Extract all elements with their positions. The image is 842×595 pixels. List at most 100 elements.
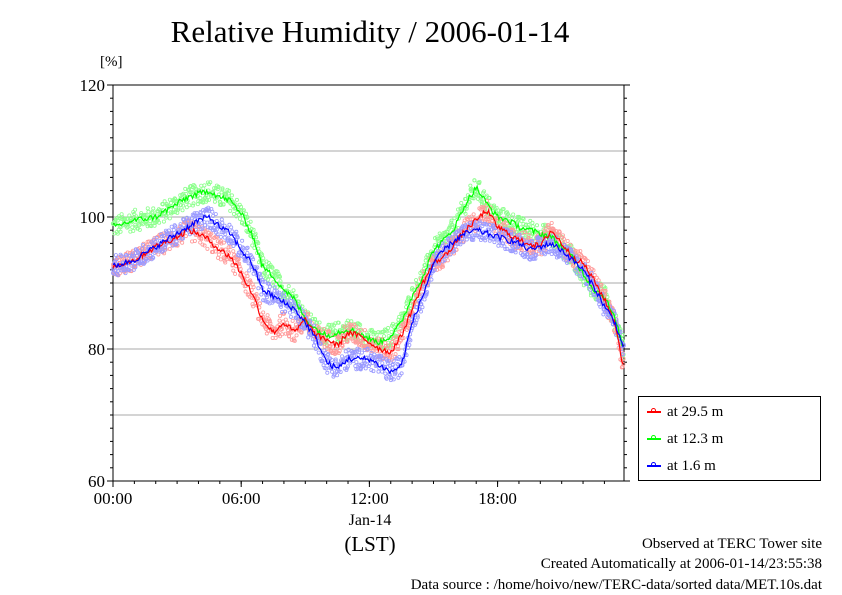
scatter-point [211,189,216,194]
scatter-point [487,196,492,201]
scatter-point [125,225,130,230]
scatter-point [286,284,291,289]
scatter-point [479,199,484,204]
scatter-point [277,292,282,297]
scatter-point [357,347,362,352]
scatter-point [346,347,351,352]
scatter-point [260,252,265,257]
scatter-point [334,350,339,355]
scatter-point [539,250,544,255]
scatter-point [400,311,405,316]
scatter-point [169,224,174,229]
scatter-point [389,329,394,334]
scatter-point [345,318,350,323]
scatter-point [296,319,301,324]
scatter-point [115,269,120,274]
scatter-point [536,235,541,240]
scatter-point [379,343,384,348]
scatter-point [113,253,118,258]
scatter-point [533,256,538,261]
scatter-point [190,185,195,190]
scatter-point [157,220,162,225]
scatter-point [517,232,522,237]
scatter-point [511,212,516,217]
scatter-point [200,220,205,225]
legend-swatch-12-3m [647,435,661,440]
scatter-point [277,274,282,279]
scatter-point [255,265,260,270]
scatter-point [148,250,153,255]
scatter-point [442,257,447,262]
scatter-point [375,361,380,366]
scatter-point [402,359,407,364]
scatter-point [279,302,284,307]
scatter-point [140,222,145,227]
scatter-point [150,255,155,260]
scatter-point [363,366,368,371]
scatter-point [534,252,539,257]
scatter-point [334,369,339,374]
scatter-point [184,205,189,210]
scatter-point [139,211,144,216]
scatter-point [385,343,390,348]
scatter-point [176,206,181,211]
scatter-point [378,353,383,358]
scatter-point [164,215,169,220]
scatter-point [290,292,295,297]
scatter-point [214,227,219,232]
scatter-point [230,263,235,268]
scatter-point [190,203,195,208]
footer-created: Created Automatically at 2006-01-14/23:5… [540,556,822,572]
scatter-point [296,299,301,304]
scatter-point [591,268,596,273]
scatter-point [231,268,236,273]
scatter-point [317,320,322,325]
scatter-point [221,202,226,207]
scatter-point [124,264,129,269]
scatter-point [123,271,128,276]
scatter-point [520,216,525,221]
scatter-point [131,228,136,233]
scatter-point [174,239,179,244]
scatter-point [448,252,453,257]
scatter-point [366,363,371,368]
scatter-point [148,213,153,218]
scatter-point [216,252,221,257]
scatter-point [285,320,290,325]
scatter-point [204,198,209,203]
scatter-point [395,361,400,366]
scatter-point [226,235,231,240]
scatter-point [578,249,583,254]
scatter-point [496,243,501,248]
scatter-point [393,352,398,357]
scatter-point [586,284,591,289]
scatter-point [445,230,450,235]
scatter-point [429,277,434,282]
scatter-point [515,219,520,224]
scatter-point [369,350,374,355]
scatter-point [365,347,370,352]
scatter-point [127,268,132,273]
scatter-point [358,367,363,372]
scatter-point [192,238,197,243]
scatter-point [343,349,348,354]
scatter-point [401,335,406,340]
scatter-point [277,290,282,295]
scatter-point [161,233,166,238]
scatter-point [261,256,266,261]
scatter-point [218,239,223,244]
scatter-point [285,298,290,303]
scatter-point [323,338,328,343]
scatter-point [206,207,211,212]
scatter-point [385,345,390,350]
scatter-point [219,217,224,222]
scatter-point [112,271,117,276]
scatter-point [354,360,359,365]
scatter-point [380,369,385,374]
scatter-point [131,251,136,256]
scatter-point [358,327,363,332]
scatter-point [385,358,390,363]
scatter-point [382,334,387,339]
scatter-point [415,315,420,320]
scatter-point [385,364,390,369]
